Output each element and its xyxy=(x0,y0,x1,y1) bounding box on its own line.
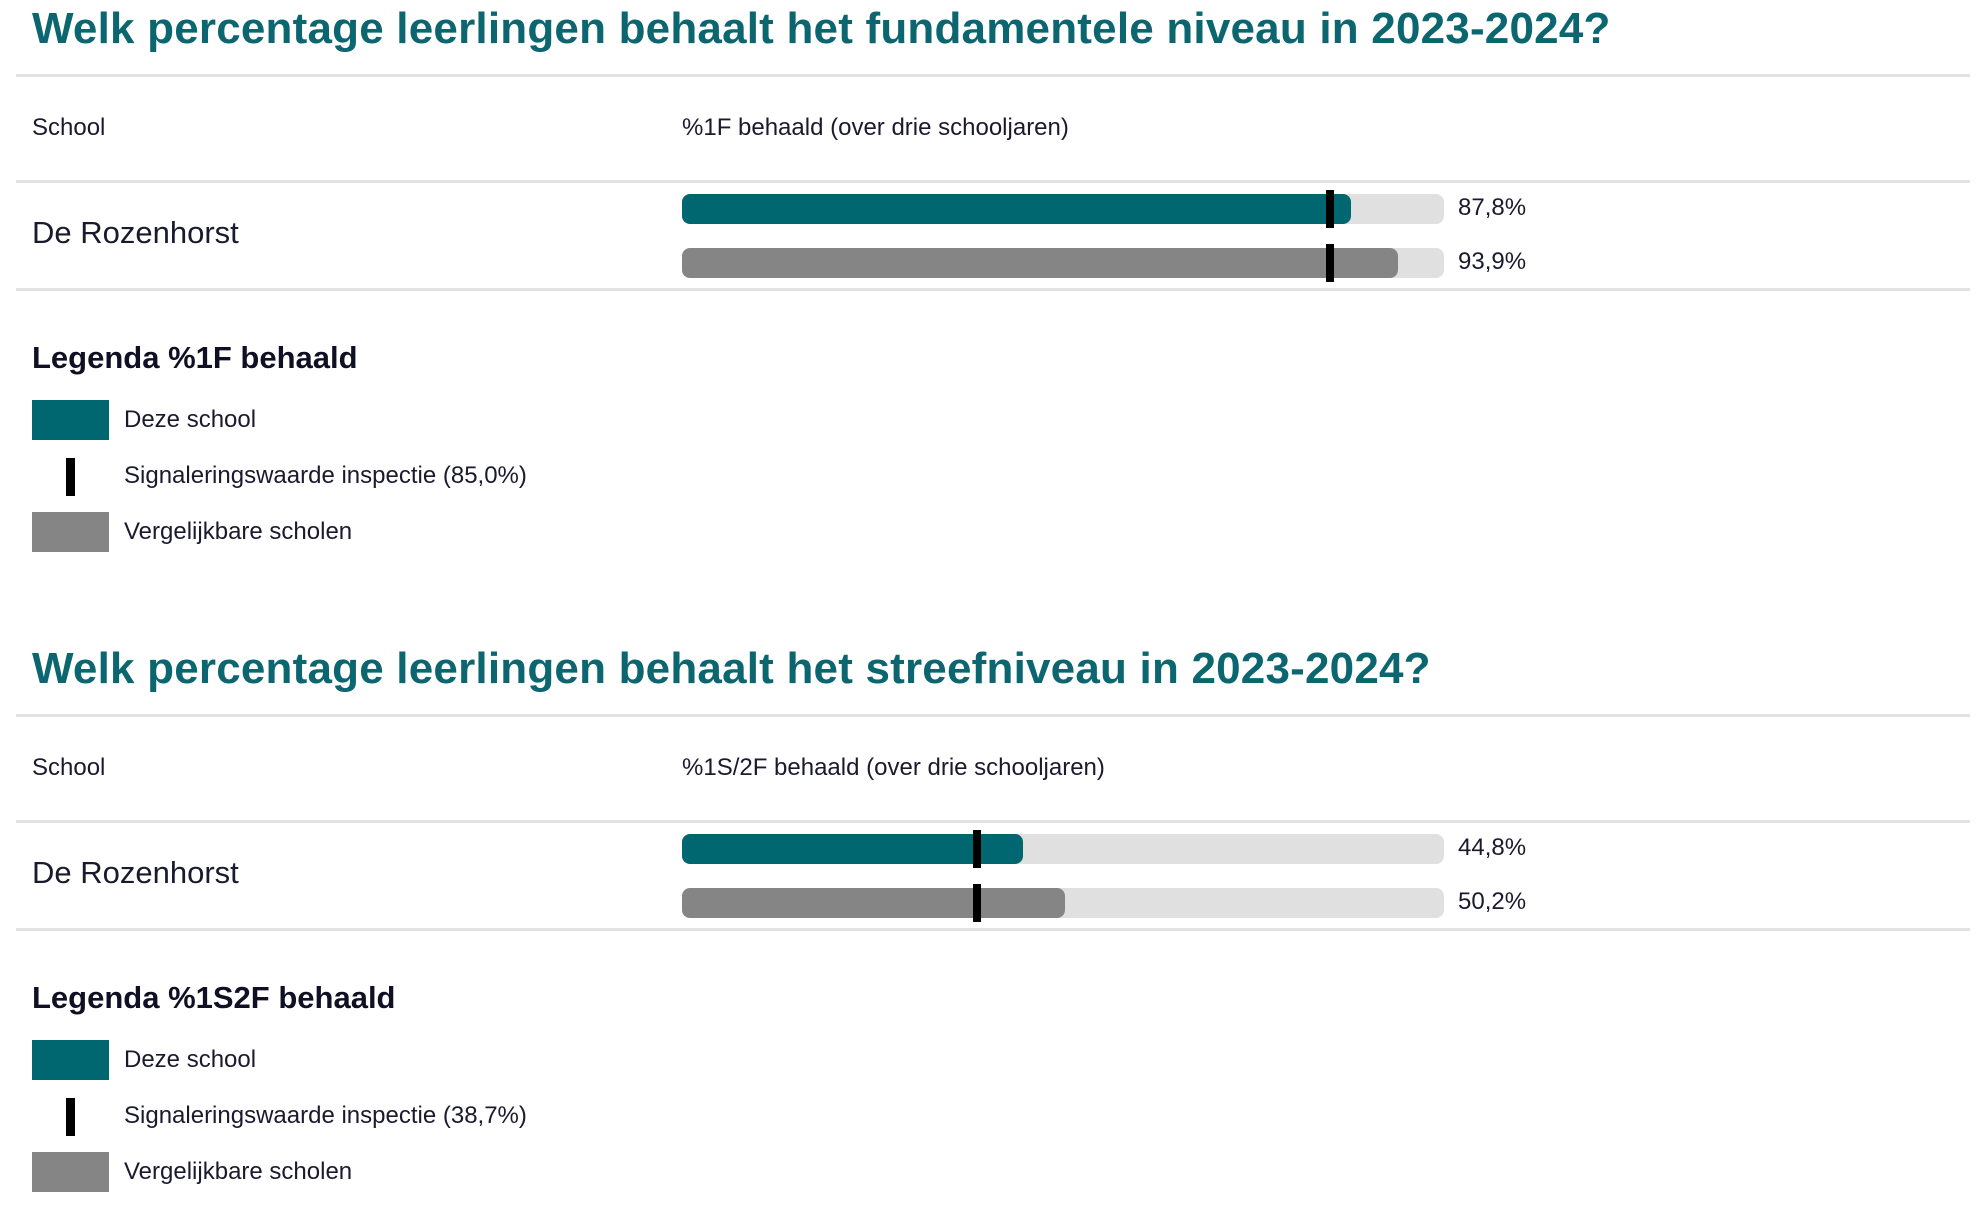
school-name: De Rozenhorst xyxy=(32,215,239,250)
column-header-metric: %1S/2F behaald (over drie schooljaren) xyxy=(682,754,1105,781)
bar-deze-school xyxy=(682,194,1352,224)
legend-title: Legenda %1S2F behaald xyxy=(32,980,396,1015)
legend-item-school: Deze school xyxy=(32,400,832,440)
divider xyxy=(16,180,1970,183)
legend-label: Vergelijkbare scholen xyxy=(124,1158,353,1185)
divider xyxy=(16,820,1970,823)
column-header-school: School xyxy=(32,114,106,141)
legend-swatch-marker xyxy=(66,458,75,496)
chart-title: Welk percentage leerlingen behaalt het f… xyxy=(32,4,1611,53)
legend-label: Deze school xyxy=(124,406,257,433)
legend-swatch-school xyxy=(32,1040,109,1080)
column-header-metric: %1F behaald (over drie schooljaren) xyxy=(682,114,1069,141)
bar-value-label: 93,9% xyxy=(1458,248,1527,275)
legend-label: Deze school xyxy=(124,1046,257,1073)
bar-value-label: 87,8% xyxy=(1458,194,1527,221)
signaleringswaarde-marker xyxy=(1325,244,1334,282)
legend-swatch-school xyxy=(32,400,109,440)
legend-title: Legenda %1F behaald xyxy=(32,340,358,375)
bar-vergelijkbare-scholen xyxy=(682,248,1398,278)
legend-label: Signaleringswaarde inspectie (38,7%) xyxy=(124,1102,527,1129)
legend-swatch-compare xyxy=(32,512,109,552)
legend-item-school: Deze school xyxy=(32,1040,832,1080)
divider xyxy=(16,714,1970,717)
divider xyxy=(16,288,1970,291)
legend-label: Vergelijkbare scholen xyxy=(124,518,353,545)
divider xyxy=(16,74,1970,77)
bar-track-school xyxy=(682,190,1444,228)
school-name: De Rozenhorst xyxy=(32,855,239,890)
chart-title: Welk percentage leerlingen behaalt het s… xyxy=(32,644,1431,693)
divider xyxy=(16,928,1970,931)
bar-track-school xyxy=(682,830,1444,868)
bar-track-compare xyxy=(682,884,1444,922)
signaleringswaarde-marker xyxy=(972,830,981,868)
column-header-school: School xyxy=(32,754,106,781)
legend-label: Signaleringswaarde inspectie (85,0%) xyxy=(124,462,527,489)
bar-deze-school xyxy=(682,834,1024,864)
signaleringswaarde-marker xyxy=(972,884,981,922)
legend-item-signaleringswaarde: Signaleringswaarde inspectie (38,7%) xyxy=(32,1096,832,1136)
bar-value-label: 50,2% xyxy=(1458,888,1527,915)
legend-swatch-marker xyxy=(66,1098,75,1136)
legend-swatch-compare xyxy=(32,1152,109,1192)
bar-track-compare xyxy=(682,244,1444,282)
bar-vergelijkbare-scholen xyxy=(682,888,1065,918)
legend-item-signaleringswaarde: Signaleringswaarde inspectie (85,0%) xyxy=(32,456,832,496)
bar-value-label: 44,8% xyxy=(1458,834,1527,861)
legend-item-vergelijkbaar: Vergelijkbare scholen xyxy=(32,1152,832,1192)
legend-item-vergelijkbaar: Vergelijkbare scholen xyxy=(32,512,832,552)
signaleringswaarde-marker xyxy=(1325,190,1334,228)
